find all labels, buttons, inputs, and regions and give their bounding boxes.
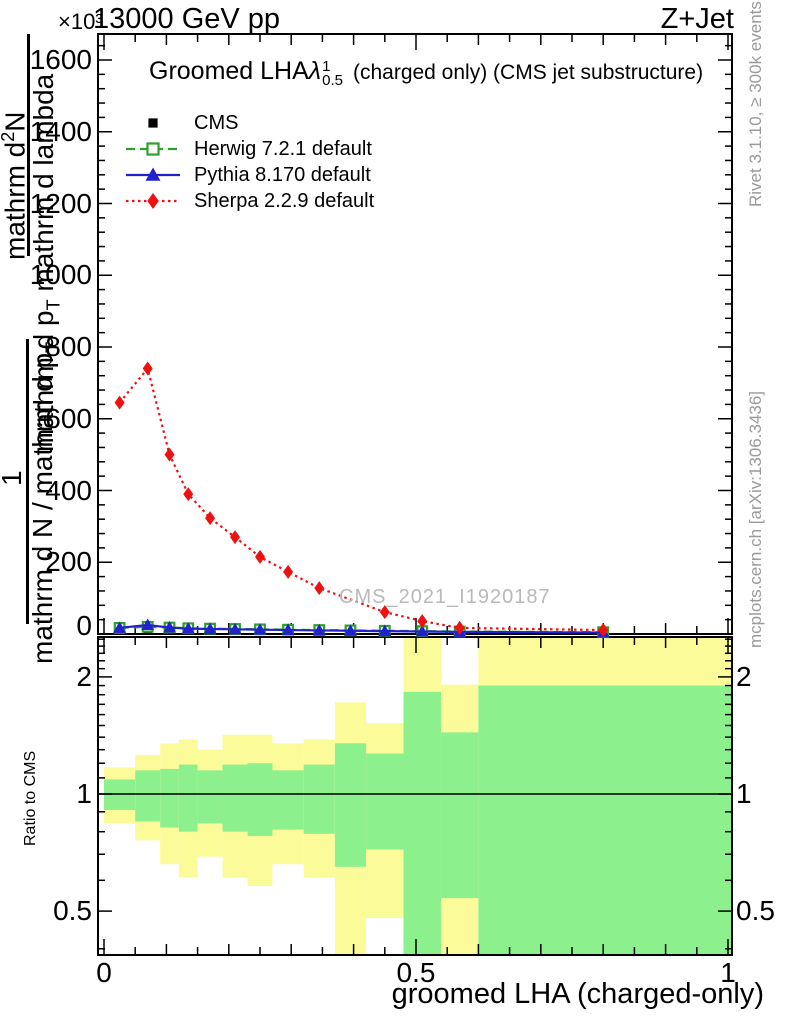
- label-fragment: T: [43, 299, 64, 311]
- label-fragment: 2: [0, 131, 18, 142]
- sherpa-marker: [314, 581, 325, 596]
- legend-label: Herwig 7.2.1 default: [194, 137, 372, 160]
- ratio-inner-band: [197, 770, 223, 824]
- process-label: Z+Jet: [660, 3, 734, 35]
- sherpa-marker: [147, 192, 159, 210]
- legend-item-pythia: Pythia 8.170 default: [124, 163, 371, 187]
- lambda-sup: 1: [322, 57, 331, 75]
- pythia-marker: [181, 622, 195, 634]
- sherpa-marker: [417, 614, 428, 629]
- main-panel-frame: [97, 33, 733, 635]
- ratio-y-tick-label-right: 2: [736, 660, 752, 692]
- plot-title-qualifier: (charged only) (CMS jet substructure): [352, 61, 704, 84]
- herwig-marker: [146, 142, 160, 156]
- y-tick-label: 0: [76, 610, 92, 641]
- y-tick-label: 400: [45, 474, 92, 506]
- y-tick-label: 600: [45, 402, 92, 434]
- y-tick-label: 200: [45, 546, 92, 578]
- legend-label: CMS: [194, 111, 239, 134]
- pythia-marker: [343, 624, 357, 636]
- sherpa-marker: [379, 605, 390, 620]
- ratio-inner-band: [160, 768, 179, 828]
- x-tick-label: 0.5: [396, 957, 436, 988]
- label-fragment: 1: [0, 470, 27, 486]
- ratio-inner-band: [366, 753, 404, 850]
- rivet-version-label: Rivet 3.1.10, ≥ 300k events: [746, 1, 765, 207]
- x-tick-label: 1: [720, 957, 736, 988]
- plot-title: Groomed LHAλ 1 0.5 (charged only) (CMS jet …: [149, 57, 703, 88]
- ratio-panel-frame: [97, 636, 733, 956]
- ratio-y-tick-label-right: 1: [736, 778, 752, 809]
- pythia-marker: [378, 624, 392, 637]
- pythia-marker: [228, 622, 242, 635]
- ratio-inner-band: [303, 764, 335, 834]
- mcplots-credit-label: mcplots.cern.ch [arXiv:1306.3436]: [746, 390, 765, 648]
- legend-item-herwig: Herwig 7.2.1 default: [124, 137, 372, 161]
- beam-energy-title: 13000 GeV pp: [93, 3, 281, 35]
- legend-label: Pythia 8.170 default: [194, 163, 371, 186]
- pythia-marker: [145, 167, 161, 181]
- sherpa-marker: [164, 447, 175, 462]
- ratio-y-tick-label-left: 0.5: [53, 895, 92, 927]
- lambda-sub: 0.5: [322, 72, 343, 89]
- ratio-y-tick-label-left: 1: [76, 778, 92, 809]
- ratio-inner-band: [222, 764, 248, 832]
- ratio-inner-band: [478, 685, 732, 954]
- ratio-inner-band: [440, 732, 479, 899]
- sherpa-marker: [598, 623, 609, 638]
- legend-marker-sample: [148, 118, 158, 128]
- sherpa-marker: [255, 549, 265, 564]
- pythia-marker: [141, 618, 155, 631]
- pythia-marker: [281, 623, 295, 636]
- legend-marker-sample: [126, 167, 180, 181]
- sherpa-marker: [183, 487, 194, 502]
- ratio-inner-band: [247, 763, 273, 836]
- sherpa-marker: [454, 620, 465, 635]
- y-axis-power-label: ×10³: [58, 9, 103, 34]
- plot-title-name: Groomed LHA: [149, 57, 309, 85]
- x-tick-label: 0: [96, 957, 112, 988]
- legend-marker-sample: [126, 142, 180, 156]
- pythia-marker: [113, 621, 127, 633]
- lambda-exponents: 1 0.5: [322, 57, 343, 89]
- pythia-marker: [415, 624, 429, 637]
- sherpa-marker: [114, 395, 125, 410]
- lambda-symbol: λ: [308, 57, 322, 85]
- x-axis-title: groomed LHA (charged-only): [391, 978, 764, 1010]
- ratio-inner-band: [135, 770, 161, 822]
- y-tick-label: 1400: [29, 115, 92, 147]
- y-tick-label: 1000: [29, 259, 92, 291]
- pythia-marker: [163, 621, 177, 633]
- sherpa-marker: [205, 511, 216, 526]
- watermark: CMS_2021_I1920187: [339, 586, 551, 608]
- y-tick-label: 1600: [29, 44, 92, 75]
- sherpa-marker: [230, 530, 241, 545]
- pythia-marker: [203, 622, 217, 634]
- y-tick-label: 800: [45, 331, 92, 362]
- sherpa-marker: [283, 564, 294, 579]
- ratio-inner-band: [178, 764, 198, 832]
- ratio-inner-band: [334, 743, 367, 867]
- legend-label: Sherpa 2.2.9 default: [194, 189, 375, 212]
- sherpa-marker: [142, 361, 153, 376]
- ratio-y-tick-label-left: 2: [76, 660, 92, 692]
- ratio-inner-band: [403, 691, 441, 954]
- legend-marker-sample: [126, 192, 180, 210]
- y-tick-label: 1200: [29, 187, 92, 219]
- legend-item-cms: CMS: [124, 111, 238, 135]
- cms-data-marker: [148, 118, 158, 128]
- pythia-marker: [312, 623, 326, 636]
- ratio-inner-band: [272, 770, 304, 830]
- ratio-y-tick-label-right: 0.5: [736, 895, 775, 927]
- legend-item-sherpa: Sherpa 2.2.9 default: [124, 189, 374, 213]
- pythia-marker: [253, 623, 267, 635]
